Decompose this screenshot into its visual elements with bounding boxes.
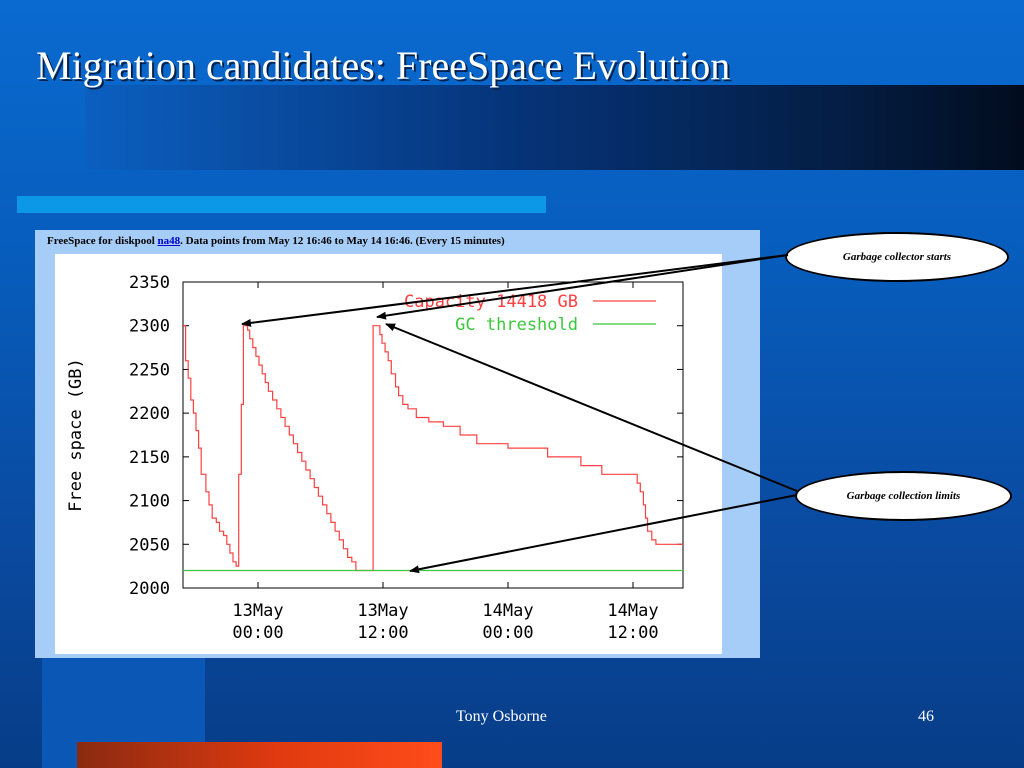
freespace-chart: 2000205021002150220022502300235013May00:… (66, 273, 684, 643)
y-tick-label: 2100 (129, 492, 170, 512)
x-tick-label: 14May (607, 601, 658, 621)
legend-label: GC threshold (455, 315, 578, 335)
y-tick-label: 2300 (129, 317, 170, 337)
y-tick-label: 2200 (129, 404, 170, 424)
caption-prefix: FreeSpace for diskpool (47, 235, 158, 247)
dark-header-band (85, 85, 1024, 170)
plot-area: 2000 2050 2100 2150 2200 2250 2300 2350 13May 00:… (55, 254, 722, 654)
decorative-bottom-bar (77, 742, 442, 768)
x-tick-label: 14May (482, 601, 533, 621)
x-tick-label: 00:00 (232, 623, 283, 643)
callout-gc-starts-text: Garbage collector starts (842, 251, 952, 263)
slide-title: Migration candidates: FreeSpace Evolutio… (36, 43, 731, 88)
y-tick-label: 2250 (129, 360, 170, 380)
series-line-capacity (183, 325, 683, 572)
slide-number: 46 (918, 708, 934, 725)
x-tick-label: 12:00 (607, 623, 658, 643)
caption-suffix: . Data points from May 12 16:46 to May 1… (180, 235, 505, 247)
chart-panel: FreeSpace for diskpool na48. Data points… (35, 230, 760, 658)
callout-gc-limits: Garbage collection limits (795, 471, 1012, 521)
author-footer: Tony Osborne (456, 708, 547, 725)
x-tick-label: 12:00 (357, 623, 408, 643)
diskpool-link[interactable]: na48 (157, 235, 181, 247)
x-tick-label: 00:00 (482, 623, 533, 643)
y-axis-label: Free space (GB) (66, 358, 86, 512)
y-tick-label: 2150 (129, 448, 170, 468)
plot-frame (182, 281, 684, 589)
y-tick-label: 2000 (129, 579, 170, 599)
x-tick-label: 13May (357, 601, 408, 621)
y-tick-label: 2350 (129, 273, 170, 293)
x-tick-label: 13May (232, 601, 283, 621)
callout-gc-starts: Garbage collector starts (785, 232, 1009, 282)
accent-bar (17, 196, 546, 213)
y-tick-label: 2050 (129, 535, 170, 555)
chart-caption: FreeSpace for diskpool na48. Data points… (47, 235, 505, 247)
legend-label: Capacity 14418 GB (404, 292, 578, 312)
callout-gc-limits-text: Garbage collection limits (846, 490, 961, 502)
